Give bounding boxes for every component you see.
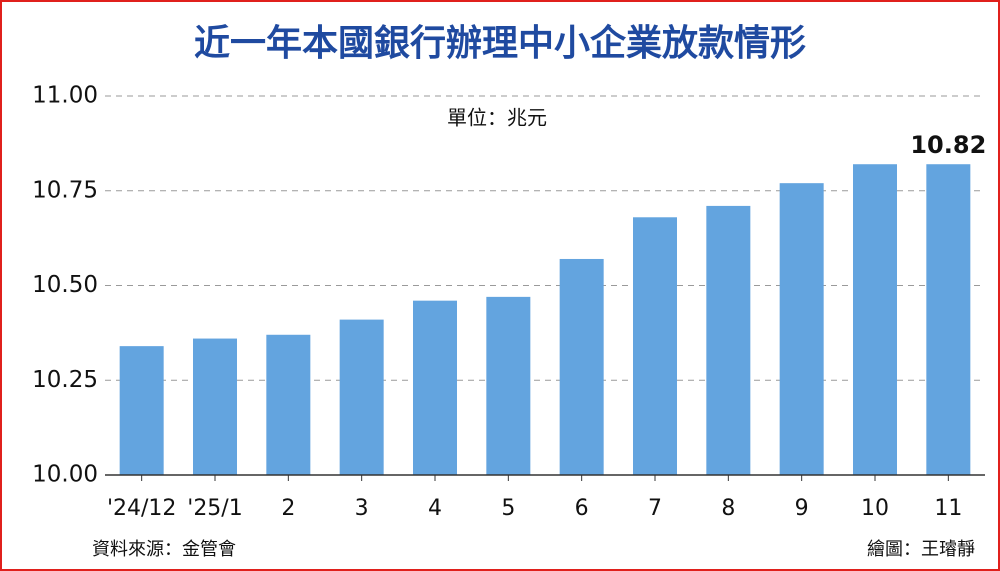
bar bbox=[926, 164, 971, 475]
bar bbox=[559, 258, 604, 475]
source-note: 資料來源：金管會 bbox=[92, 539, 236, 560]
unit-label: 單位：兆元 bbox=[447, 106, 547, 130]
y-tick-label: 10.50 bbox=[32, 272, 98, 298]
bar bbox=[193, 338, 237, 475]
y-tick-label: 10.25 bbox=[32, 367, 98, 393]
x-tick-label: '24/12 bbox=[107, 496, 176, 521]
x-tick-label: 3 bbox=[355, 496, 369, 521]
bar bbox=[853, 164, 897, 475]
bar bbox=[779, 183, 824, 476]
x-tick-label: 9 bbox=[795, 496, 809, 521]
bar bbox=[706, 205, 751, 475]
bar bbox=[266, 334, 311, 475]
y-tick-label: 11.00 bbox=[32, 83, 98, 109]
x-tick-label: 6 bbox=[575, 496, 589, 521]
y-tick-label: 10.75 bbox=[32, 177, 98, 203]
bar bbox=[339, 319, 384, 475]
data-label: 10.82 bbox=[910, 131, 986, 159]
chart-title: 近一年本國銀行辦理中小企業放款情形 bbox=[194, 22, 806, 64]
x-tick-label: 8 bbox=[721, 496, 735, 521]
bar bbox=[119, 346, 164, 475]
x-tick-label: 11 bbox=[934, 496, 962, 521]
x-tick-label: 5 bbox=[501, 496, 515, 521]
x-tick-label: 2 bbox=[281, 496, 295, 521]
x-tick-label: 10 bbox=[861, 496, 889, 521]
x-tick-label: 4 bbox=[428, 496, 442, 521]
x-tick-label: '25/1 bbox=[187, 496, 242, 521]
bar bbox=[413, 300, 457, 475]
y-tick-label: 10.00 bbox=[32, 462, 98, 488]
x-tick-label: 7 bbox=[648, 496, 662, 521]
bar bbox=[486, 296, 531, 475]
bar bbox=[633, 217, 677, 475]
credit-note: 繪圖：王璿靜 bbox=[867, 539, 975, 560]
